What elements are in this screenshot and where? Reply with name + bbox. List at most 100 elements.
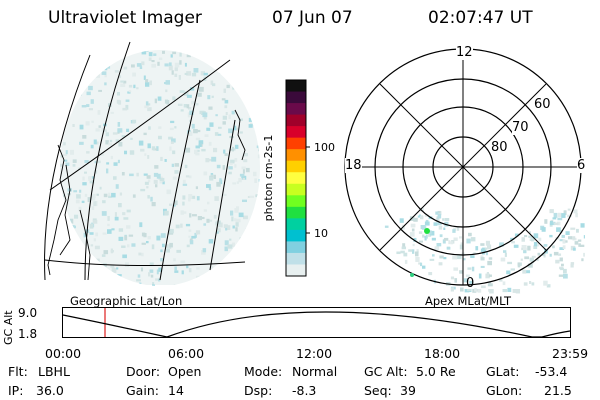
speckle: [185, 223, 191, 227]
speckle: [172, 96, 176, 101]
speckle: [211, 95, 214, 98]
speckle: [65, 112, 68, 115]
speckle: [506, 270, 511, 275]
speckle: [555, 259, 560, 264]
speckle: [216, 231, 219, 234]
lat-label-60: 60: [534, 97, 551, 112]
speckle: [252, 104, 257, 110]
speckle: [108, 192, 111, 197]
speckle: [149, 269, 154, 273]
speckle: [164, 82, 167, 85]
speckle: [151, 244, 155, 250]
speckle: [60, 79, 63, 84]
speckle: [536, 242, 540, 247]
speckle: [123, 217, 129, 220]
speckle: [89, 283, 93, 286]
speckle: [114, 216, 119, 221]
speckle: [544, 219, 548, 224]
speckle: [223, 224, 228, 229]
speckle: [226, 84, 230, 89]
speckle: [239, 173, 245, 177]
speckle: [146, 186, 149, 189]
gain-label: Gain:: [126, 383, 159, 398]
speckle: [165, 80, 170, 85]
speckle: [200, 216, 205, 220]
speckle: [207, 95, 211, 100]
speckle: [164, 99, 169, 104]
speckle: [60, 118, 63, 123]
speckle: [484, 247, 488, 250]
speckle: [543, 280, 548, 286]
speckle: [232, 182, 236, 185]
speckle: [230, 210, 234, 216]
speckle: [47, 99, 52, 101]
geographic-grid: [44, 41, 246, 281]
speckle: [231, 110, 235, 115]
speckle: [144, 181, 149, 185]
speckle: [241, 175, 247, 180]
speckle: [170, 141, 174, 144]
speckle: [533, 233, 539, 239]
speckle: [120, 80, 125, 83]
observation-date: 07 Jun 07: [272, 8, 353, 28]
speckle: [199, 110, 205, 115]
speckle: [415, 257, 420, 262]
dsp-label: Dsp:: [244, 383, 273, 398]
speckle: [138, 140, 144, 146]
speckle: [241, 73, 246, 78]
time-tick-2359: 23:59: [552, 346, 589, 361]
speckle: [153, 53, 157, 56]
speckle: [238, 178, 242, 183]
speckle: [66, 219, 72, 225]
geographic-image: [44, 41, 260, 286]
speckle: [105, 140, 109, 145]
speckle: [102, 281, 108, 284]
speckle: [184, 164, 188, 169]
speckle: [191, 123, 195, 129]
speckle: [163, 208, 167, 213]
speckle: [86, 91, 91, 96]
speckle: [109, 50, 113, 53]
speckle: [139, 222, 143, 228]
speckle: [82, 182, 87, 186]
speckle: [202, 112, 208, 118]
speckle: [401, 246, 407, 250]
speckle: [499, 242, 504, 247]
speckle: [119, 75, 122, 79]
speckle: [186, 54, 191, 58]
speckle: [480, 257, 485, 261]
speckle: [202, 248, 207, 253]
speckle: [143, 132, 147, 136]
speckle: [431, 237, 436, 241]
speckle: [125, 99, 130, 102]
speckle: [49, 91, 53, 93]
speckle: [429, 258, 435, 261]
speckle: [206, 127, 211, 131]
speckle: [247, 66, 251, 69]
speckle: [252, 236, 258, 240]
speckle: [79, 279, 84, 283]
speckle: [216, 164, 221, 169]
speckle: [443, 237, 449, 241]
speckle: [141, 242, 146, 245]
colorbar-segment: [286, 126, 306, 139]
speckle: [436, 218, 440, 222]
speckle: [96, 193, 99, 196]
speckle: [412, 243, 415, 247]
colorbar-segment: [286, 114, 306, 127]
speckle: [229, 135, 234, 139]
speckle: [191, 235, 196, 239]
speckle: [54, 282, 56, 285]
speckle: [140, 46, 144, 49]
speckle: [114, 212, 117, 217]
speckle: [541, 227, 546, 232]
speckle: [531, 238, 535, 242]
speckle: [247, 81, 250, 84]
speckle: [60, 61, 61, 65]
speckle: [184, 62, 187, 67]
speckle: [191, 100, 195, 105]
speckle: [229, 270, 233, 276]
speckle: [251, 70, 256, 75]
speckle: [195, 232, 198, 235]
colorbar-segment: [286, 103, 306, 116]
